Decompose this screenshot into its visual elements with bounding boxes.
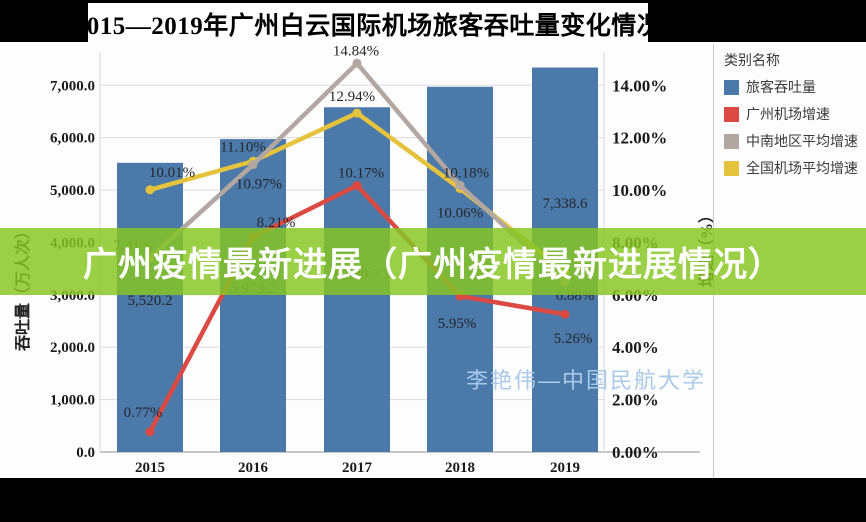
bar-value-label: 7,338.6 (543, 196, 589, 212)
legend-title: 类别名称 (724, 52, 780, 68)
chart-title: 2015—2019年广州白云国际机场旅客吞吐量变化情况 (73, 13, 663, 40)
point-广州机场增速 (560, 309, 570, 319)
left-axis-tick: 0.0 (76, 445, 95, 461)
x-axis-label: 2018 (445, 460, 475, 476)
right-axis-tick: 12.00% (612, 129, 667, 148)
top-black-bar: 2015—2019年广州白云国际机场旅客吞吐量变化情况 (0, 0, 866, 45)
legend-swatch (724, 106, 739, 122)
left-axis-tick: 7,000.0 (50, 78, 95, 94)
point-全国机场平均增速 (352, 108, 362, 118)
x-axis-label: 2016 (238, 460, 269, 476)
right-axis-tick: 4.00% (612, 338, 659, 357)
point-全国机场平均增速 (145, 185, 155, 195)
point-中南地区平均增速 (248, 160, 258, 170)
line-value-label: 10.17% (338, 166, 384, 182)
legend-items: 旅客吞吐量广州机场增速中南地区平均增速 全国机场平均增速 (724, 77, 866, 178)
x-axis-label: 2017 (342, 460, 373, 476)
line-value-label: 8.21% (257, 215, 296, 231)
bar-value-label: 5,520.2 (128, 293, 173, 309)
legend-swatch (724, 79, 739, 95)
x-axis-label: 2019 (550, 460, 580, 476)
x-axis-label: 2015 (135, 460, 165, 476)
line-value-label: 5.26% (554, 331, 593, 347)
left-axis-tick: 2,000.0 (50, 340, 95, 356)
bar-2015 (117, 162, 183, 452)
line-value-label: 10.97% (236, 177, 282, 193)
bottom-black-bar (0, 478, 866, 522)
right-axis-tick: 14.00% (612, 76, 667, 95)
left-axis-tick: 6,000.0 (50, 131, 95, 147)
legend-label: 中南地区平均增速 (746, 133, 858, 149)
legend: 类别名称 旅客吞吐量广州机场增速中南地区平均增速 全国机场平均增速 (713, 44, 866, 478)
legend-item: 全国机场平均增速 (724, 158, 866, 178)
overlay-banner-text: 广州疫情最新进展（广州疫情最新进展情况） (83, 246, 783, 284)
line-value-label: 14.84% (333, 43, 379, 59)
point-中南地区平均增速 (455, 180, 465, 190)
right-axis-tick: 0.00% (612, 443, 659, 462)
overlay-banner: 广州疫情最新进展（广州疫情最新进展情况） (0, 228, 866, 295)
line-value-label: 12.94% (329, 89, 375, 105)
legend-label: 广州机场增速 (746, 106, 830, 122)
legend-item: 中南地区平均增速 (724, 131, 866, 151)
right-axis-tick: 10.00% (612, 181, 667, 200)
line-value-label: 5.95% (438, 316, 477, 332)
legend-swatch (724, 160, 739, 176)
line-value-label: 0.77% (124, 405, 163, 421)
point-广州机场增速 (352, 181, 362, 191)
legend-label: 旅客吞吐量 (746, 79, 816, 95)
legend-item: 旅客吞吐量 (724, 77, 866, 97)
legend-label: 全国机场平均增速 (746, 160, 858, 176)
line-value-label: 10.01% (149, 165, 195, 181)
watermark: 李艳伟—中国民航大学 (466, 368, 707, 393)
legend-item: 广州机场增速 (724, 104, 866, 124)
point-中南地区平均增速 (352, 58, 362, 68)
chart-title-box: 2015—2019年广州白云国际机场旅客吞吐量变化情况 (74, 3, 662, 45)
point-广州机场增速 (145, 427, 155, 437)
left-axis-tick: 1,000.0 (50, 393, 95, 409)
line-value-label: 10.18% (443, 165, 489, 181)
line-value-label: 11.10% (220, 139, 266, 155)
legend-swatch (724, 133, 739, 149)
line-value-label: 10.06% (437, 205, 483, 221)
right-axis-tick: 2.00% (612, 391, 659, 410)
bar-2016 (220, 139, 286, 452)
left-axis-tick: 5,000.0 (50, 183, 95, 199)
